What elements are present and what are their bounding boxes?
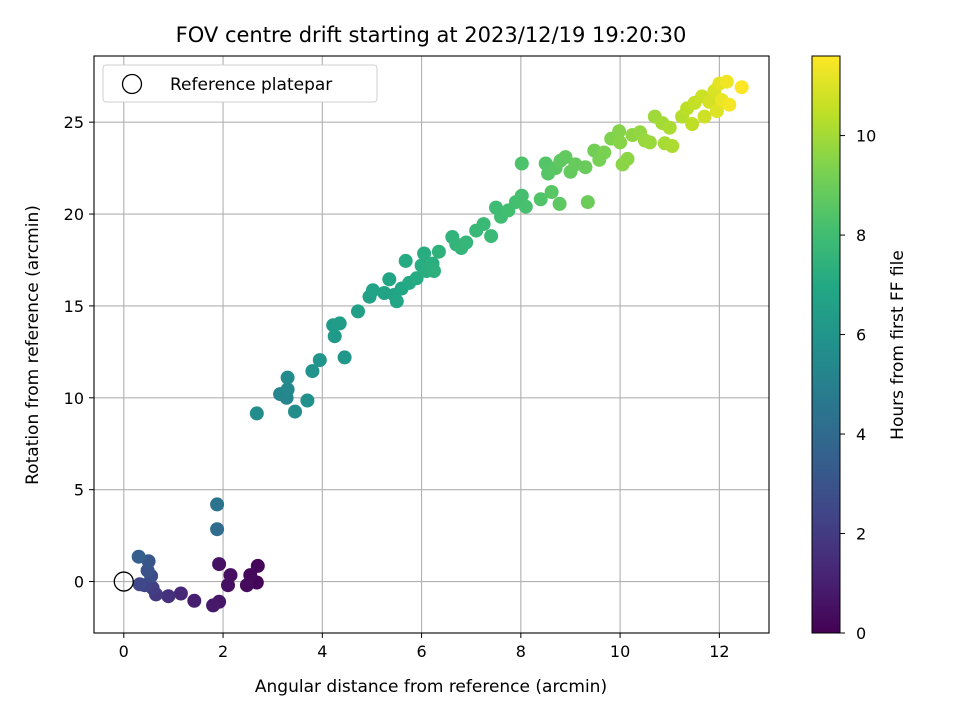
data-point bbox=[280, 382, 295, 397]
data-point bbox=[734, 80, 749, 95]
data-point bbox=[206, 598, 221, 613]
legend: Reference platepar bbox=[102, 64, 378, 103]
data-point bbox=[459, 235, 474, 250]
legend-box bbox=[102, 64, 378, 103]
data-point bbox=[398, 253, 413, 268]
x-tick-label: 10 bbox=[610, 642, 630, 661]
data-point bbox=[484, 229, 499, 244]
data-point bbox=[558, 150, 573, 165]
data-point bbox=[131, 549, 146, 564]
x-tick-label: 0 bbox=[119, 642, 129, 661]
x-tick-label: 8 bbox=[516, 642, 526, 661]
chart-title: FOV centre drift starting at 2023/12/19 … bbox=[176, 23, 687, 47]
y-tick-label: 0 bbox=[74, 573, 84, 592]
data-point bbox=[312, 353, 327, 368]
data-point bbox=[210, 497, 225, 512]
legend-label: Reference platepar bbox=[170, 75, 332, 95]
data-point bbox=[431, 244, 446, 259]
data-point bbox=[544, 185, 559, 199]
data-point bbox=[578, 160, 593, 175]
data-point bbox=[514, 156, 529, 171]
data-point bbox=[365, 283, 380, 298]
data-point bbox=[305, 364, 320, 379]
data-point bbox=[389, 294, 404, 309]
x-axis-label: Angular distance from reference (arcmin) bbox=[255, 677, 607, 697]
colorbar-label: Hours from first FF file bbox=[888, 250, 908, 440]
data-point bbox=[514, 188, 529, 203]
colorbar-gradient bbox=[811, 55, 841, 634]
data-point bbox=[580, 195, 595, 210]
data-point bbox=[409, 271, 424, 286]
colorbar-tick-label: 4 bbox=[856, 425, 866, 444]
data-point bbox=[417, 246, 432, 261]
data-point bbox=[642, 135, 657, 150]
data-point bbox=[249, 406, 264, 421]
data-points bbox=[131, 74, 749, 613]
data-point bbox=[132, 577, 147, 592]
colorbar-tick-label: 2 bbox=[856, 525, 866, 544]
data-point bbox=[722, 97, 737, 112]
data-point bbox=[662, 120, 677, 135]
x-axis: 0 2 4 6 8 10 12 bbox=[119, 633, 730, 661]
x-tick-label: 12 bbox=[709, 642, 729, 661]
data-point bbox=[518, 199, 533, 214]
colorbar-tick-label: 0 bbox=[856, 624, 866, 643]
data-point bbox=[697, 109, 712, 124]
data-point bbox=[327, 329, 342, 344]
colorbar-ticks: 0 2 4 6 8 10 bbox=[840, 127, 876, 643]
data-point bbox=[612, 124, 627, 139]
data-point bbox=[280, 370, 295, 385]
data-point bbox=[212, 557, 227, 572]
x-tick-label: 4 bbox=[317, 642, 327, 661]
y-axis-label: Rotation from reference (arcmin) bbox=[23, 205, 43, 485]
colorbar-tick-label: 6 bbox=[856, 326, 866, 345]
data-point bbox=[533, 192, 548, 207]
colorbar: 0 2 4 6 8 10 Hours from first FF file bbox=[811, 55, 908, 643]
x-tick-label: 2 bbox=[218, 642, 228, 661]
data-point bbox=[332, 316, 347, 331]
data-point bbox=[665, 139, 680, 153]
y-tick-label: 15 bbox=[64, 297, 84, 316]
y-tick-label: 20 bbox=[64, 205, 84, 224]
data-point bbox=[382, 272, 397, 287]
y-tick-label: 25 bbox=[64, 113, 84, 132]
colorbar-tick-label: 10 bbox=[856, 127, 876, 146]
y-axis: 0 5 10 15 20 25 bbox=[64, 113, 94, 592]
data-point bbox=[552, 196, 567, 211]
data-point bbox=[719, 74, 734, 89]
data-point bbox=[613, 135, 628, 150]
data-point bbox=[709, 104, 724, 119]
plot-frame bbox=[93, 55, 770, 634]
data-point bbox=[210, 522, 225, 537]
data-point bbox=[221, 578, 235, 593]
data-point bbox=[288, 404, 302, 419]
data-point bbox=[427, 264, 441, 278]
data-point bbox=[476, 217, 491, 232]
y-tick-label: 10 bbox=[64, 389, 84, 408]
x-tick-label: 6 bbox=[416, 642, 426, 661]
data-point bbox=[685, 117, 700, 131]
data-point bbox=[620, 151, 635, 166]
data-point bbox=[173, 586, 188, 601]
legend-marker-icon bbox=[121, 73, 143, 95]
data-point bbox=[161, 589, 176, 604]
reference-marker bbox=[113, 571, 134, 592]
data-point bbox=[351, 304, 365, 319]
data-point bbox=[337, 350, 352, 365]
y-tick-label: 5 bbox=[74, 481, 84, 500]
data-point bbox=[187, 593, 202, 608]
colorbar-tick-label: 8 bbox=[856, 226, 866, 245]
data-point bbox=[597, 145, 612, 160]
data-point bbox=[239, 578, 254, 593]
data-point bbox=[300, 393, 315, 408]
